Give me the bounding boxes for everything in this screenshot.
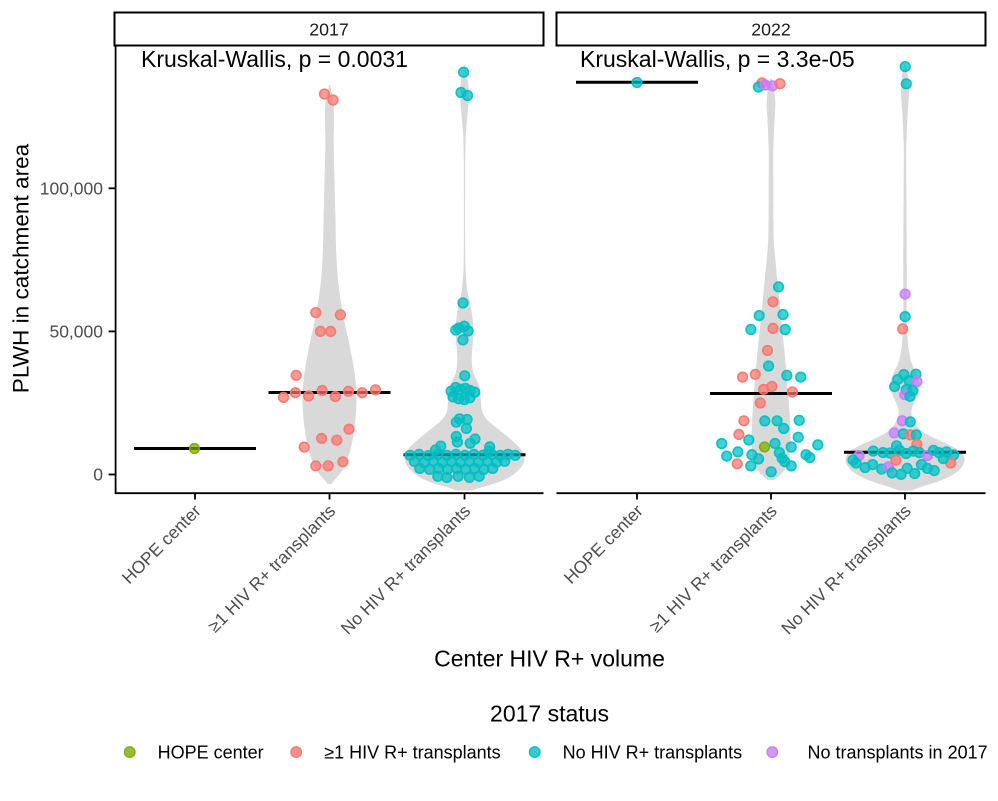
svg-text:2017 status: 2017 status: [490, 701, 609, 727]
svg-text:100,000: 100,000: [40, 178, 104, 198]
svg-text:Kruskal-Wallis, p = 0.0031: Kruskal-Wallis, p = 0.0031: [141, 46, 408, 72]
svg-text:Center HIV R+ volume: Center HIV R+ volume: [434, 646, 665, 672]
svg-text:2022: 2022: [751, 20, 791, 40]
svg-text:0: 0: [93, 465, 103, 485]
svg-text:HOPE center: HOPE center: [158, 743, 264, 763]
svg-text:Kruskal-Wallis, p = 3.3e-05: Kruskal-Wallis, p = 3.3e-05: [580, 46, 855, 72]
svg-text:No HIV R+ transplants: No HIV R+ transplants: [563, 743, 743, 763]
svg-text:No transplants in 2017: No transplants in 2017: [808, 743, 988, 763]
svg-text:2017: 2017: [309, 20, 349, 40]
svg-text:≥1 HIV R+ transplants: ≥1 HIV R+ transplants: [324, 743, 500, 763]
svg-text:PLWH in catchment area: PLWH in catchment area: [9, 143, 34, 393]
svg-text:50,000: 50,000: [49, 321, 103, 341]
